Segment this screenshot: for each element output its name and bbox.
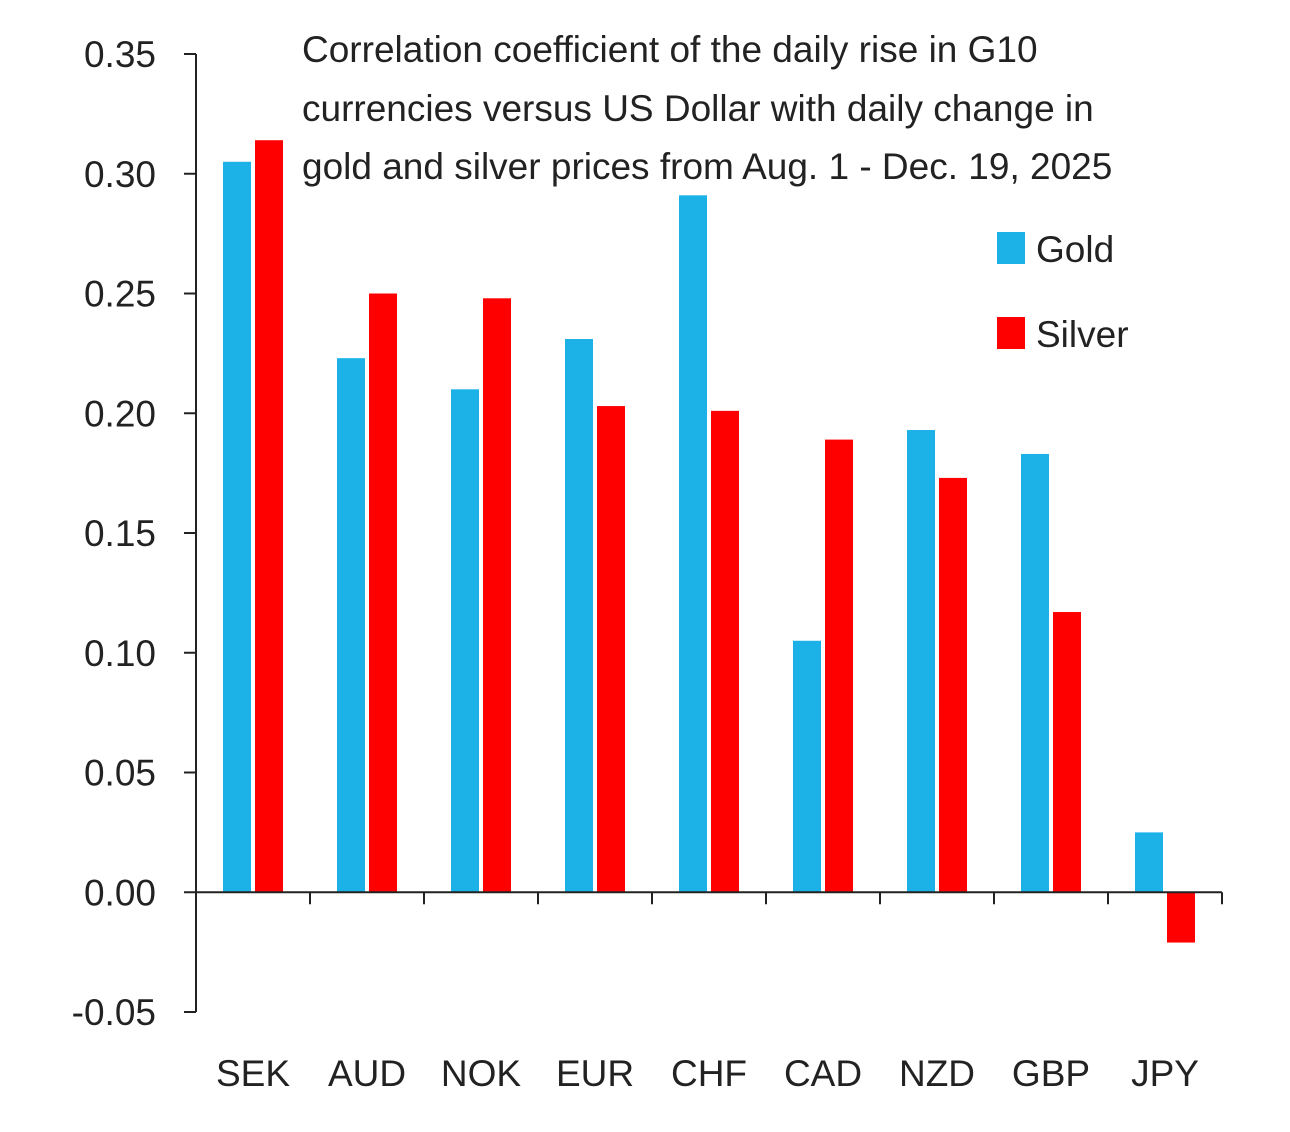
title-line: gold and silver prices from Aug. 1 - Dec… [302,146,1112,187]
y-tick-label: 0.25 [84,274,156,315]
x-tick-label: EUR [556,1053,634,1094]
bar-silver-gbp [1053,612,1081,893]
bar-silver-nok [483,298,511,893]
bar-gold-jpy [1135,832,1163,893]
legend: Gold Silver [997,229,1129,355]
bar-silver-chf [711,410,739,893]
bar-silver-cad [825,439,853,893]
x-tick-label: GBP [1012,1053,1090,1094]
legend-label-gold: Gold [1036,229,1114,270]
y-axis: 0.35 0.30 0.25 0.20 0.15 0.10 0.05 0.00 -0.05 [72,34,197,1033]
legend-swatch-silver [997,317,1025,349]
chart-title: Correlation coefficient of the daily ris… [302,29,1112,187]
title-line: currencies versus US Dollar with daily c… [302,88,1094,129]
bar-silver-sek [255,140,283,893]
y-tick-label: -0.05 [72,992,156,1033]
x-tick-label: AUD [328,1053,406,1094]
bar-gold-eur [565,339,593,893]
legend-label-silver: Silver [1036,314,1129,355]
x-tick-label: CHF [671,1053,747,1094]
bar-silver-aud [369,293,397,893]
y-tick-label: 0.00 [84,872,156,913]
bar-gold-nok [451,389,479,893]
y-tick-label: 0.10 [84,633,156,674]
bar-gold-gbp [1021,453,1049,893]
bar-gold-sek [223,161,251,893]
bar-gold-aud [337,358,365,893]
x-axis: SEK AUD NOK EUR CHF CAD NZD GBP JPY [196,891,1223,1094]
y-tick-label: 0.15 [84,513,156,554]
bar-gold-chf [679,195,707,893]
x-tick-label: NOK [441,1053,522,1094]
legend-swatch-gold [997,232,1025,264]
y-tick-label: 0.35 [84,34,156,75]
bar-silver-nzd [939,477,967,893]
bars [223,140,1195,943]
y-tick-label: 0.30 [84,154,156,195]
x-tick-label: CAD [784,1053,862,1094]
x-tick-label: SEK [216,1053,290,1094]
bar-gold-nzd [907,430,935,893]
y-tick-label: 0.20 [84,393,156,434]
bar-gold-cad [793,640,821,893]
title-line: Correlation coefficient of the daily ris… [302,29,1038,70]
bar-silver-jpy [1167,892,1195,943]
x-tick-label: JPY [1131,1053,1199,1094]
x-tick-label: NZD [899,1053,975,1094]
bar-silver-eur [597,406,625,893]
y-tick-label: 0.05 [84,753,156,794]
